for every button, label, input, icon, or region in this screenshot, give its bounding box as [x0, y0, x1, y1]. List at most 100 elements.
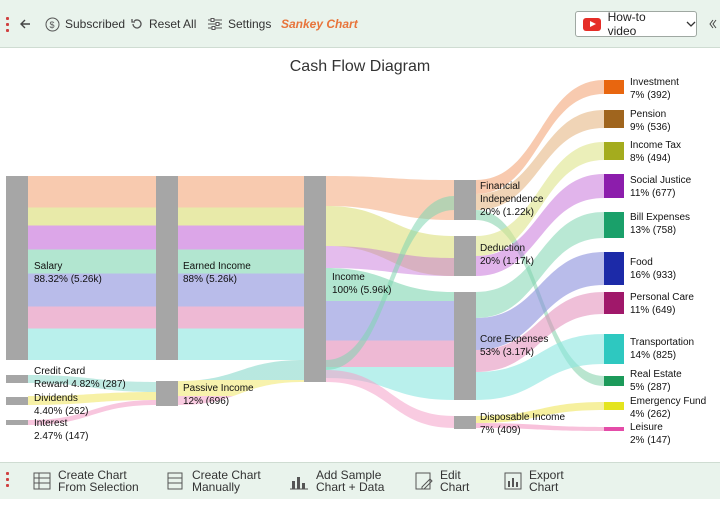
chart-nodes [6, 176, 476, 429]
label-bills-name: Bill Expenses [630, 212, 690, 223]
link-income-disposable [326, 370, 454, 428]
svg-text:$: $ [50, 20, 55, 30]
label-interest-value: 2.47% (147) [34, 431, 88, 442]
node-social-justice [604, 174, 624, 198]
sliders-icon [208, 18, 222, 30]
node-real-estate [604, 376, 624, 386]
label-pension-name: Pension [630, 109, 666, 120]
node-pension [604, 110, 624, 128]
link-income-fin-2 [326, 196, 454, 370]
node-labels: Salary 88.32% (5.26k) Credit Card Reward… [34, 77, 706, 446]
node-salary [6, 176, 28, 360]
link-core-food [476, 252, 604, 350]
label-investment-value: 7% (392) [630, 90, 671, 101]
label-core-value: 53% (3.17k) [480, 347, 534, 358]
link-core-personal [476, 292, 604, 372]
link-credit-passive [28, 375, 156, 392]
node-core-expenses [454, 292, 476, 400]
chevron-down-icon [686, 21, 696, 27]
export-chart-button[interactable]: Export Chart [503, 463, 564, 499]
label-realestate-name: Real Estate [630, 369, 682, 380]
label-disposable-value: 7% (409) [480, 425, 521, 436]
node-investment [604, 80, 624, 94]
link-income-fin [326, 176, 454, 220]
link-income-deduction-2 [326, 246, 454, 276]
label-social-value: 11% (677) [630, 188, 675, 199]
label-emergency-value: 4% (262) [630, 409, 671, 420]
link-core-transport [476, 334, 604, 400]
add-sample-button[interactable]: Add Sample Chart + Data [288, 463, 384, 499]
label-passive-value: 12% (696) [183, 396, 229, 407]
link-passive-income [178, 360, 304, 405]
label-credit-value: Reward 4.82% (287) [34, 379, 126, 390]
label-income-value: 100% (5.96k) [332, 285, 391, 296]
reset-all-button[interactable]: Reset All [130, 0, 196, 48]
collapse-handle[interactable] [709, 0, 717, 48]
label-transport-value: 14% (825) [630, 350, 676, 361]
sample-chart-icon [290, 477, 308, 490]
create-from-selection-button[interactable]: Create Chart From Selection [32, 463, 139, 499]
label-earned-name: Earned Income [183, 261, 251, 272]
node-financial-independence [454, 180, 476, 220]
label-core-name: Core Expenses [480, 334, 548, 345]
node-emergency-fund [604, 402, 624, 410]
node-personal-care [604, 292, 624, 314]
table-select-icon [33, 472, 51, 490]
youtube-icon [583, 17, 601, 31]
node-disposable-income [454, 416, 476, 429]
link-disposable-emergency [476, 402, 604, 423]
grip-dot [6, 472, 9, 475]
node-interest [6, 420, 28, 425]
link-disposable-leisure [476, 423, 604, 431]
chart-title: Cash Flow Diagram [289, 58, 431, 75]
subscribed-button[interactable]: $ Subscribed [45, 0, 125, 48]
label-personal-value: 11% (649) [630, 305, 675, 316]
label-food-name: Food [630, 257, 653, 268]
label-salary-name: Salary [34, 261, 62, 272]
node-transportation [604, 334, 624, 364]
grip-dot [6, 484, 9, 487]
node-leisure [604, 427, 624, 431]
link-interest-passive [28, 400, 156, 425]
node-bill-expenses [604, 212, 624, 238]
node-food [604, 252, 624, 285]
node-credit-card [6, 375, 28, 383]
label-deduction-name: Deduction [480, 243, 525, 254]
label-interest-name: Interest [34, 418, 68, 429]
back-button[interactable] [18, 0, 32, 48]
label-realestate-value: 5% (287) [630, 382, 671, 393]
label-dividends-value: 4.40% (262) [34, 406, 88, 417]
edit-chart-button[interactable]: Edit Chart [414, 463, 469, 499]
label-earned-value: 88% (5.26k) [183, 274, 237, 285]
label-passive-name: Passive Income [183, 383, 254, 394]
link-income-core [326, 268, 454, 400]
label-leisure-name: Leisure [630, 422, 663, 433]
link-deduction-social [476, 174, 604, 276]
how-to-video-dropdown[interactable]: How-to video [575, 10, 697, 38]
chart-name-label: Sankey Chart [281, 17, 358, 31]
link-core-bills [476, 212, 604, 318]
grip-dot [6, 478, 9, 481]
label-deduction-value: 20% (1.17k) [480, 256, 534, 267]
sankey-chart: Salary 88.32% (5.26k) Credit Card Reward… [6, 77, 706, 446]
reset-icon [131, 19, 142, 29]
link-salary-earned [28, 176, 156, 360]
target-nodes [604, 80, 624, 431]
label-fin-line2: Independence [480, 194, 544, 205]
arrow-left-icon [20, 19, 30, 29]
link-dividends-passive [28, 392, 156, 405]
link-fin-pension [476, 110, 604, 210]
edit-chart-icon [415, 472, 433, 490]
label-transport-name: Transportation [630, 337, 694, 348]
link-fin-investment [476, 80, 604, 194]
label-dividends-name: Dividends [34, 393, 78, 404]
chart-links [28, 80, 604, 431]
export-chart-icon [504, 472, 522, 490]
grip-dot [6, 29, 9, 32]
link-income-deduction [326, 206, 454, 276]
label-bills-value: 13% (758) [630, 225, 676, 236]
label-fin-value: 20% (1.22k) [480, 207, 534, 218]
settings-button[interactable]: Settings [207, 0, 271, 48]
create-manually-button[interactable]: Create Chart Manually [166, 463, 261, 499]
node-deduction [454, 236, 476, 276]
